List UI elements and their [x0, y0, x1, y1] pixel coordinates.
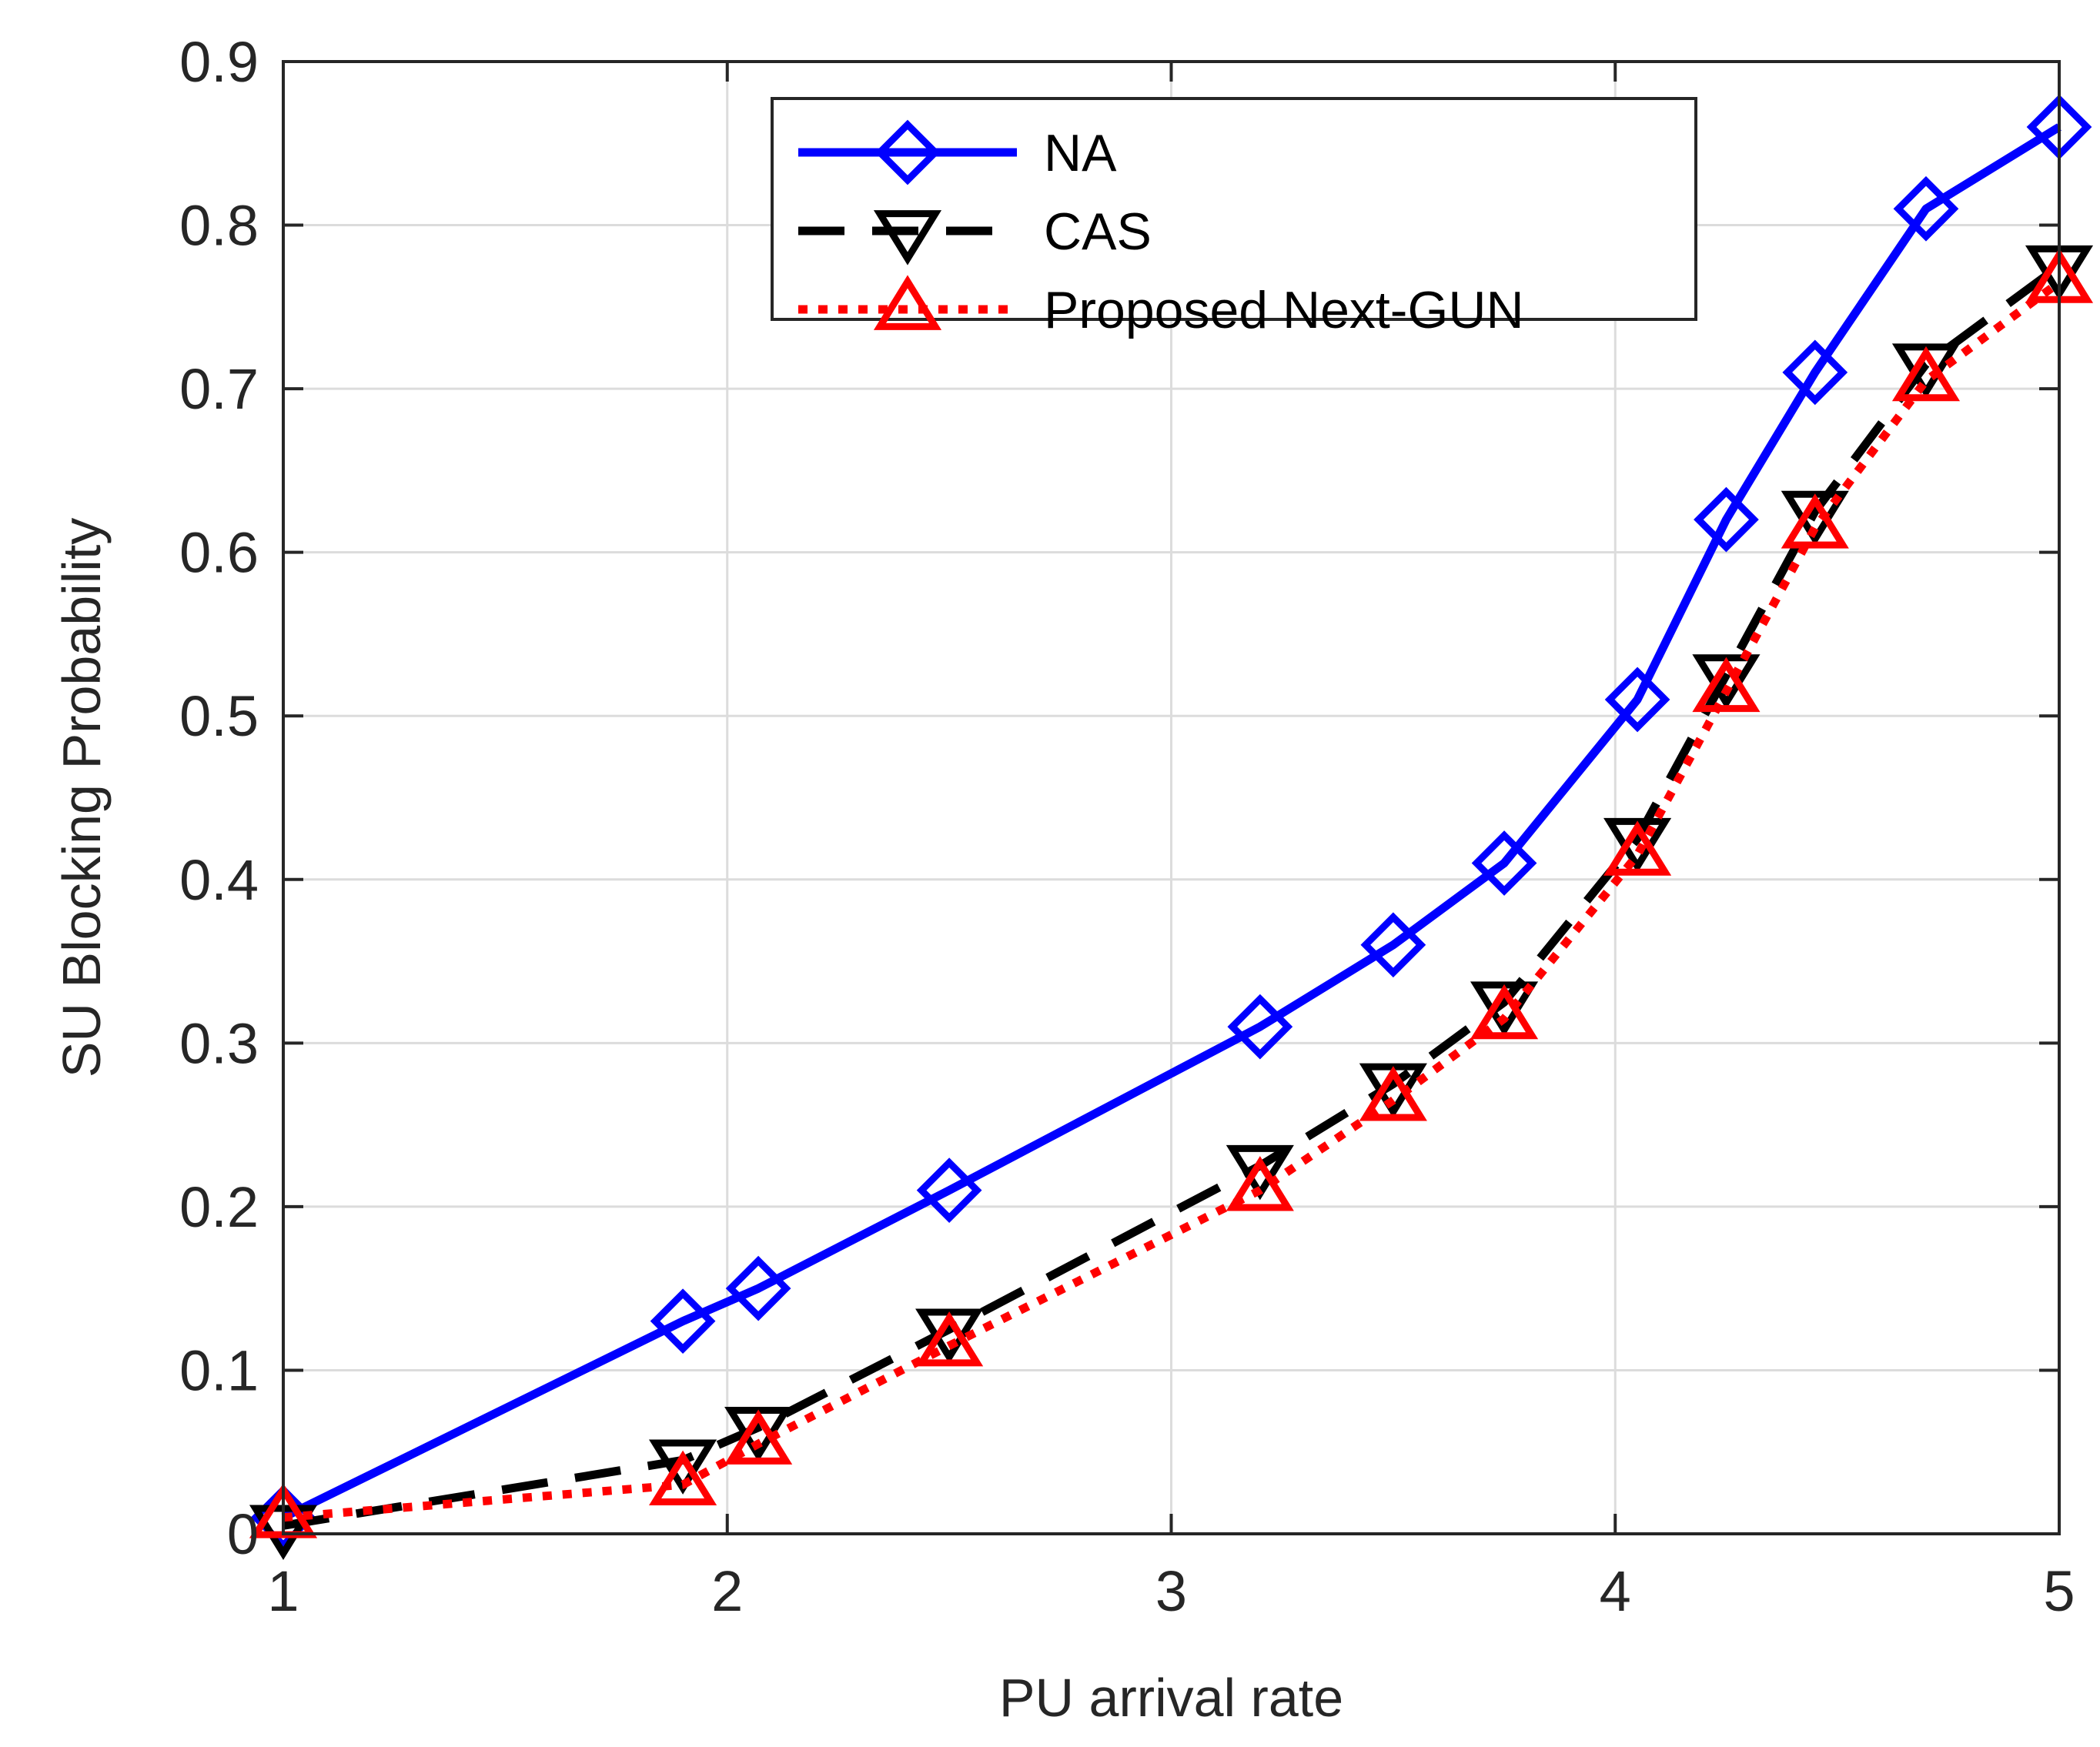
- y-tick-label: 0.5: [179, 684, 259, 748]
- data-point: [1359, 1066, 1427, 1121]
- data-point: [724, 1409, 793, 1465]
- data-point: [649, 1450, 717, 1506]
- y-tick-label: 0.7: [179, 357, 259, 421]
- data-point: [1604, 666, 1670, 733]
- x-tick-label: 4: [1600, 1559, 1631, 1623]
- data-point: [1226, 1156, 1294, 1211]
- y-tick-label: 0.4: [179, 848, 259, 912]
- legend-marker: [874, 119, 941, 185]
- x-tick-label: 2: [711, 1559, 743, 1623]
- legend-marker: [873, 210, 942, 266]
- data-point: [1692, 656, 1761, 713]
- y-tick-label: 0.2: [179, 1175, 259, 1239]
- y-tick-label: 0: [227, 1502, 259, 1566]
- x-axis-label: PU arrival rate: [999, 1668, 1343, 1728]
- legend-box: [771, 97, 1697, 321]
- y-tick-label: 0.9: [179, 30, 259, 94]
- data-point: [1893, 175, 1959, 242]
- data-point: [916, 1157, 982, 1223]
- tick-labels: 1 2 3 4 5 0 0.1 0.2 0.3 0.4 0.5 0.6 0.7 0.8 0.9: [179, 30, 2075, 1623]
- data-point: [1891, 346, 1961, 402]
- data-point: [1471, 830, 1537, 896]
- x-tick-label: 3: [1155, 1559, 1187, 1623]
- x-tick-label: 1: [267, 1559, 299, 1623]
- data-point: [1694, 486, 1759, 553]
- axis-ticks: [282, 60, 2061, 1535]
- series-line: [283, 279, 2062, 1522]
- legend-label: Proposed Next-GUN: [1044, 281, 1524, 339]
- x-tick-label: 5: [2043, 1559, 2075, 1623]
- data-point: [1360, 912, 1426, 978]
- data-point: [650, 1288, 716, 1355]
- data-point: [1781, 493, 1849, 549]
- y-tick-label: 0.1: [179, 1338, 259, 1402]
- data-point: [915, 1311, 984, 1367]
- y-tick-label: 0.8: [179, 194, 259, 258]
- data-point: [1782, 339, 1848, 406]
- data-point: [1226, 1144, 1294, 1201]
- legend-marker: [873, 275, 942, 330]
- data-point: [1227, 994, 1293, 1060]
- legend: NA CAS Proposed Next-GUN: [771, 97, 1697, 339]
- data-point: [725, 1255, 791, 1321]
- series-line: [281, 123, 2062, 1522]
- y-tick-label: 0.6: [179, 521, 259, 585]
- data-point: [1470, 984, 1539, 1040]
- data-point: [649, 1439, 717, 1495]
- data-point: [1603, 820, 1672, 876]
- legend-label: NA: [1044, 124, 1117, 182]
- legend-label: CAS: [1044, 202, 1152, 261]
- series-layer: [249, 94, 2094, 1560]
- y-tick-label: 0.3: [179, 1011, 259, 1075]
- y-axis-label: SU Blocking Probability: [52, 518, 112, 1078]
